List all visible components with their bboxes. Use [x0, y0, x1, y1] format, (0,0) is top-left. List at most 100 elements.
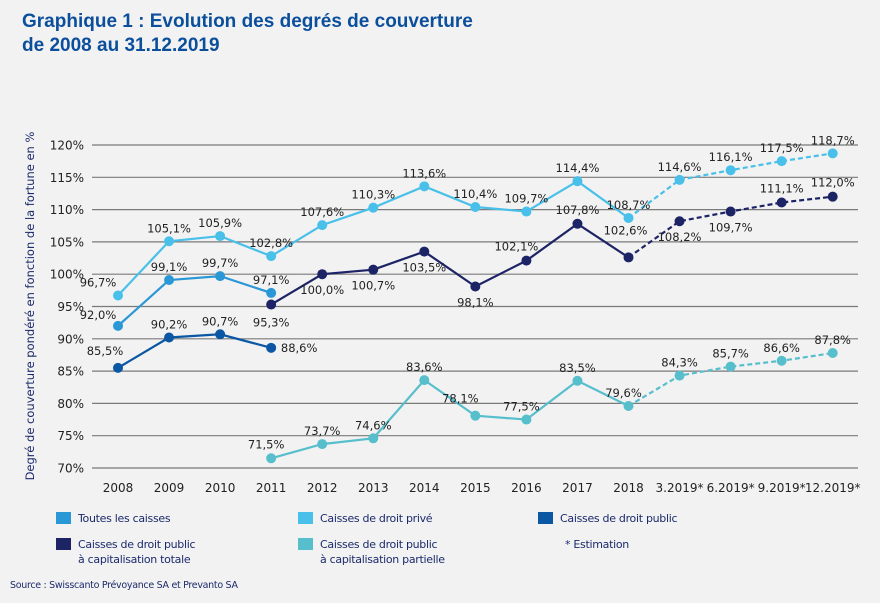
data-point [827, 148, 838, 159]
data-point [623, 212, 634, 223]
x-tick-label: 9.2019* [758, 481, 806, 495]
series-line-estimated [627, 351, 833, 407]
data-point [725, 361, 736, 372]
series-line [117, 275, 272, 327]
y-tick-label: 115% [50, 171, 84, 185]
data-label: 114,4% [556, 161, 600, 175]
data-point [674, 174, 685, 185]
data-point [164, 332, 175, 343]
series-line [270, 378, 629, 460]
data-label: 111,1% [760, 181, 804, 195]
x-tick-label: 3.2019* [656, 481, 704, 495]
x-tick-label: 2018 [613, 481, 644, 495]
x-tick-label: 12.2019* [805, 481, 861, 495]
x-tick-label: 2015 [460, 481, 491, 495]
data-label: 85,5% [87, 344, 124, 358]
data-point [164, 236, 175, 247]
x-tick-label: 2010 [205, 481, 236, 495]
y-tick-label: 100% [50, 268, 84, 282]
data-label: 74,6% [355, 418, 392, 432]
chart-title: Graphique 1 : Evolution des degrés de co… [22, 10, 473, 58]
data-label: 90,7% [202, 314, 239, 328]
data-label: 114,6% [658, 160, 702, 174]
data-point [368, 264, 379, 275]
data-point [572, 218, 583, 229]
data-point [623, 252, 634, 263]
series-line [117, 333, 272, 369]
data-label: 107,8% [556, 203, 600, 217]
data-point [521, 414, 532, 425]
y-axis-label: Degré de couverture pondéré en fonction … [23, 132, 37, 481]
data-point [725, 206, 736, 217]
data-point [368, 202, 379, 213]
data-point [368, 433, 379, 444]
x-tick-label: 2008 [103, 481, 134, 495]
y-tick-label: 85% [57, 365, 84, 379]
data-label: 118,7% [811, 133, 855, 147]
data-point [674, 216, 685, 227]
data-label: 86,6% [763, 341, 800, 355]
x-tick-label: 2017 [562, 481, 593, 495]
data-label: 97,1% [253, 273, 290, 287]
data-label: 98,1% [457, 295, 494, 309]
data-label: 83,5% [559, 361, 596, 375]
data-point [215, 329, 226, 340]
data-point [113, 362, 123, 373]
data-point [419, 181, 430, 192]
data-point [215, 271, 226, 282]
data-label: 78,1% [442, 392, 479, 406]
data-label: 109,7% [504, 192, 548, 206]
data-label: 105,1% [147, 221, 191, 235]
data-label: 71,5% [248, 437, 285, 451]
y-tick-label: 80% [57, 397, 84, 411]
x-tick-label: 2011 [256, 481, 287, 495]
data-point [521, 255, 532, 266]
data-point [266, 287, 277, 298]
data-point [776, 197, 787, 208]
y-axis-ticks: 120% 115% 110% 105% 100% 95% 90% 85% 80% 75% 70% [50, 139, 84, 476]
data-point [623, 400, 634, 411]
title-line-2: de 2008 au 31.12.2019 [22, 35, 220, 56]
y-tick-label: 95% [57, 300, 84, 314]
data-label: 103,5% [402, 261, 446, 275]
y-tick-label: 90% [57, 332, 84, 346]
series-3 [266, 191, 838, 310]
data-label: 110,3% [351, 188, 395, 202]
x-tick-label: 2009 [154, 481, 185, 495]
data-label: 112,0% [811, 176, 855, 190]
data-label: 96,7% [80, 276, 117, 290]
data-label: 92,0% [80, 308, 117, 322]
data-label: 99,1% [151, 260, 188, 274]
data-point [113, 290, 123, 301]
data-label: 102,1% [494, 240, 538, 254]
data-label: 102,8% [249, 236, 293, 250]
data-point [470, 410, 481, 421]
x-tick-label: 2016 [511, 481, 542, 495]
title-line-1: Graphique 1 : Evolution des degrés de co… [22, 11, 473, 32]
data-point [572, 375, 583, 386]
data-label: 100,0% [300, 283, 344, 297]
data-point [470, 281, 481, 292]
series-group [113, 148, 838, 464]
data-point [266, 342, 277, 353]
data-point [317, 439, 328, 450]
data-label: 99,7% [202, 256, 239, 270]
data-point [827, 348, 838, 359]
data-label: 84,3% [661, 356, 698, 370]
data-point [419, 246, 430, 257]
data-label: 79,6% [605, 386, 642, 400]
data-labels: 92,0% 99,1% 99,7% 97,1% 96,7% 105,1% 105,9% 102… [80, 133, 855, 451]
x-tick-label: 2012 [307, 481, 338, 495]
y-tick-label: 105% [50, 235, 84, 249]
data-label: 109,7% [709, 221, 753, 235]
series-4 [266, 348, 838, 464]
data-point [266, 299, 277, 310]
data-label: 110,4% [453, 187, 497, 201]
series-0 [113, 271, 277, 331]
data-point [521, 206, 532, 217]
data-label: 100,7% [351, 279, 395, 293]
data-point [266, 453, 277, 464]
x-axis-ticks: 2008 2009 2010 2011 2012 2013 2014 2015 2016 2017… [103, 481, 861, 495]
data-point [164, 275, 175, 286]
data-label: 116,1% [709, 150, 753, 164]
